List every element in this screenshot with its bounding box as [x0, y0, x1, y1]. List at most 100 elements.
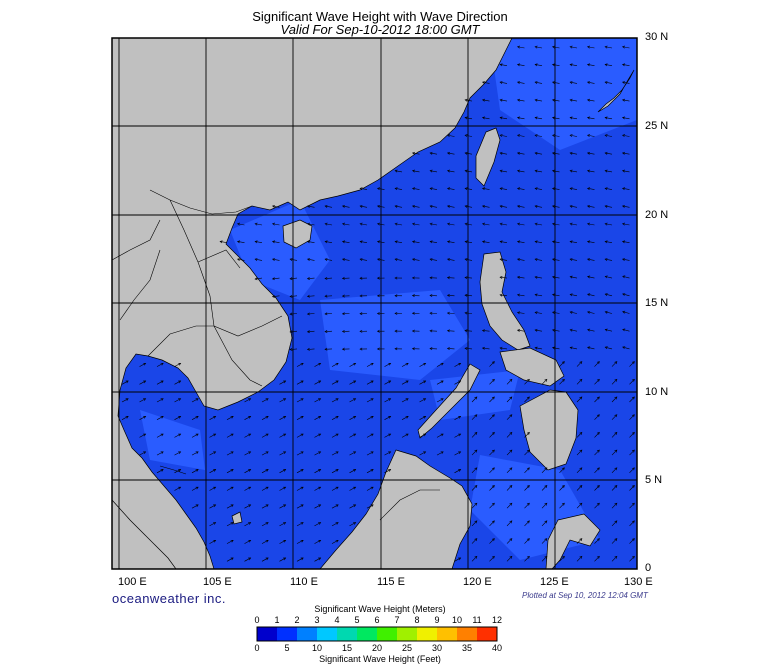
wave-arrow: [535, 188, 543, 190]
wave-arrow: [622, 99, 630, 102]
wave-arrow-head: [341, 329, 345, 333]
wave-arrow-head: [586, 151, 591, 155]
wave-arrow-head: [516, 98, 521, 102]
wave-arrow-head: [178, 398, 182, 401]
wave-arrow-head: [283, 486, 287, 490]
wave-arrow-head: [359, 187, 363, 191]
wave-arrow-head: [516, 275, 521, 279]
wave-arrow: [244, 504, 251, 509]
wave-arrow-head: [544, 467, 548, 471]
wave-arrow: [500, 223, 508, 226]
wave-arrow-head: [526, 396, 530, 400]
wave-arrow: [500, 81, 508, 84]
color-bar-segment: [457, 627, 477, 641]
border-line: [159, 465, 187, 475]
wave-arrow: [500, 99, 508, 102]
wave-arrow: [261, 486, 269, 491]
wave-arrow-head: [143, 380, 147, 384]
wave-arrow-head: [526, 538, 530, 542]
wave-arrow-head: [353, 486, 357, 490]
wave-arrow: [226, 469, 234, 474]
wave-arrow: [384, 451, 391, 456]
wave-arrow: [307, 205, 315, 208]
wave-arrow-head: [324, 258, 328, 261]
wave-arrow-head: [622, 293, 626, 296]
wave-arrow-head: [569, 311, 573, 314]
wave-arrow: [419, 362, 426, 367]
wave-arrow: [465, 241, 473, 243]
wave-arrow-head: [464, 240, 468, 244]
wave-arrow-head: [429, 151, 433, 155]
wave-arrow-head: [587, 275, 591, 279]
wave-arrow: [191, 433, 199, 438]
wave-arrow: [611, 502, 618, 509]
wave-arrow-head: [335, 398, 339, 401]
wave-arrow-head: [631, 396, 635, 400]
wave-arrow: [605, 241, 613, 243]
wave-arrow: [482, 81, 490, 84]
wave-arrow-head: [474, 414, 478, 418]
wave-arrow: [471, 520, 478, 527]
wave-arrow: [430, 205, 438, 208]
wave-arrow: [489, 467, 495, 474]
land-sulawesi: [545, 513, 601, 569]
wave-arrow: [552, 205, 560, 208]
wave-arrow: [576, 485, 583, 491]
wave-arrow: [261, 557, 269, 562]
wave-arrow-head: [509, 467, 513, 471]
wave-arrow-head: [324, 330, 328, 333]
wave-arrow: [279, 539, 286, 544]
wave-arrow: [524, 520, 530, 527]
wave-arrow: [594, 414, 600, 420]
wave-arrow: [535, 99, 543, 102]
wave-arrow: [272, 223, 280, 226]
wave-arrow: [272, 258, 280, 261]
wave-arrow: [500, 241, 508, 243]
wave-arrow-head: [621, 258, 626, 261]
color-bar-segment: [397, 627, 417, 641]
wave-arrow-head: [230, 469, 234, 472]
wave-arrow-head: [481, 204, 486, 208]
color-bar-feet-tick: 10: [311, 643, 323, 653]
wave-arrow: [535, 294, 543, 297]
wave-arrow-head: [248, 416, 252, 419]
wave-arrow: [552, 81, 560, 84]
wave-arrow: [622, 329, 630, 332]
wave-arrow: [314, 557, 321, 562]
wave-arrow-head: [219, 240, 223, 244]
color-bar: [256, 626, 498, 642]
wave-arrow-head: [534, 116, 538, 120]
wave-arrow-head: [318, 486, 322, 490]
wave-arrow: [517, 134, 525, 137]
wave-arrow: [552, 276, 560, 279]
wave-arrow-head: [614, 361, 618, 365]
wave-arrow-head: [458, 469, 462, 472]
wave-arrow: [535, 64, 543, 66]
wave-arrow-head: [631, 502, 635, 506]
wave-arrow-head: [516, 116, 521, 120]
wave-arrow-head: [621, 45, 626, 49]
wave-arrow: [430, 223, 438, 226]
wave-arrow: [419, 398, 426, 403]
wave-arrow: [296, 557, 304, 562]
wave-arrow-head: [631, 378, 635, 382]
wave-arrow: [552, 64, 560, 66]
wave-arrow: [552, 311, 560, 314]
wave-arrow-head: [411, 222, 416, 226]
wave-arrow-head: [353, 522, 357, 525]
wave-arrow: [587, 99, 595, 102]
wave-arrow: [331, 539, 339, 544]
color-bar-feet-tick: 0: [254, 643, 260, 653]
wave-arrow: [559, 361, 565, 367]
wave-arrow-head: [440, 362, 444, 366]
wave-arrow-head: [265, 451, 269, 455]
wave-arrow: [447, 152, 455, 155]
wave-arrow: [465, 223, 473, 226]
wave-arrow-head: [604, 310, 608, 314]
wave-arrow: [517, 64, 525, 66]
wave-arrow: [366, 451, 374, 456]
wave-arrow: [559, 485, 565, 491]
wave-arrow-head: [474, 520, 478, 524]
lat-label: 30 N: [645, 31, 669, 43]
wave-arrow-head: [622, 346, 626, 350]
